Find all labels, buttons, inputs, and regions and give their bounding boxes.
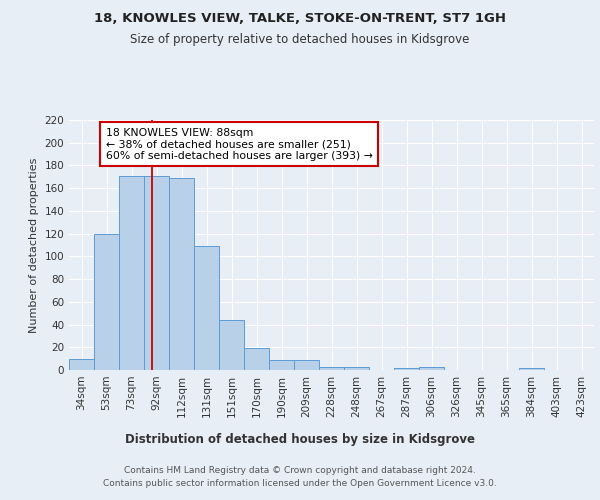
Bar xyxy=(519,368,544,370)
Bar xyxy=(69,358,94,370)
Bar xyxy=(169,178,194,370)
Y-axis label: Number of detached properties: Number of detached properties xyxy=(29,158,39,332)
Bar xyxy=(319,366,344,370)
Bar xyxy=(219,320,244,370)
Text: Size of property relative to detached houses in Kidsgrove: Size of property relative to detached ho… xyxy=(130,32,470,46)
Bar xyxy=(244,348,269,370)
Bar xyxy=(94,234,119,370)
Text: Contains public sector information licensed under the Open Government Licence v3: Contains public sector information licen… xyxy=(103,479,497,488)
Bar xyxy=(194,246,219,370)
Text: 18, KNOWLES VIEW, TALKE, STOKE-ON-TRENT, ST7 1GH: 18, KNOWLES VIEW, TALKE, STOKE-ON-TRENT,… xyxy=(94,12,506,26)
Text: 18 KNOWLES VIEW: 88sqm
← 38% of detached houses are smaller (251)
60% of semi-de: 18 KNOWLES VIEW: 88sqm ← 38% of detached… xyxy=(106,128,373,160)
Bar xyxy=(144,176,169,370)
Bar xyxy=(119,176,144,370)
Bar xyxy=(394,368,419,370)
Text: Distribution of detached houses by size in Kidsgrove: Distribution of detached houses by size … xyxy=(125,432,475,446)
Bar xyxy=(344,366,369,370)
Bar xyxy=(294,360,319,370)
Text: Contains HM Land Registry data © Crown copyright and database right 2024.: Contains HM Land Registry data © Crown c… xyxy=(124,466,476,475)
Bar xyxy=(419,366,444,370)
Bar xyxy=(269,360,294,370)
